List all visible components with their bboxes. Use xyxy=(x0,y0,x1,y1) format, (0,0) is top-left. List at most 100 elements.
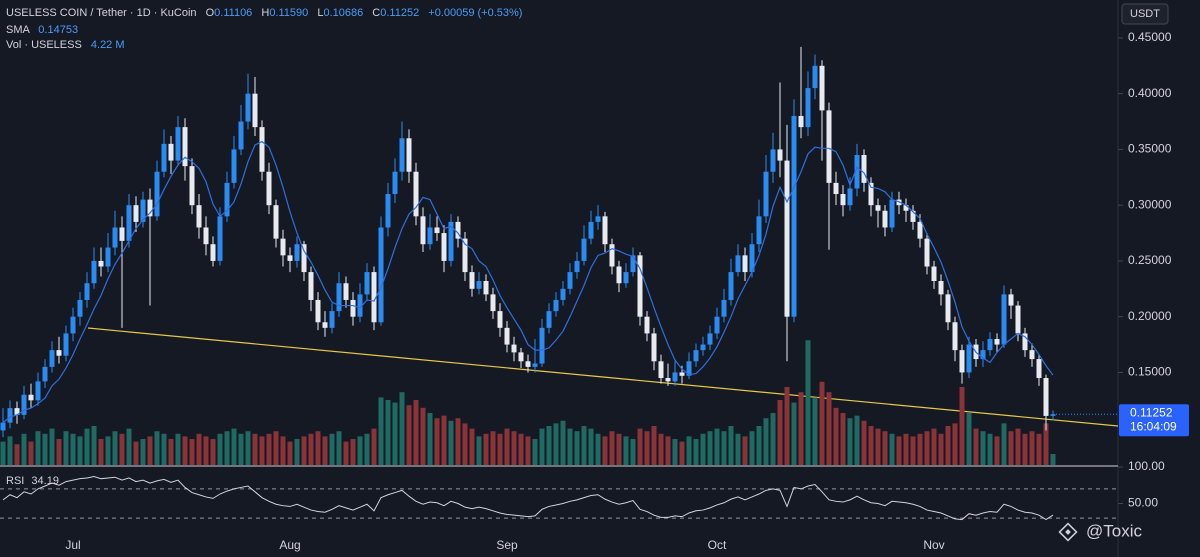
candle-body xyxy=(1050,414,1056,416)
volume-bar xyxy=(392,402,398,465)
volume-bar xyxy=(301,436,307,465)
candle-body xyxy=(1008,294,1014,306)
sma-legend: SMA 0.14753 xyxy=(6,24,78,36)
volume-bar xyxy=(238,433,244,465)
volume-bar xyxy=(168,439,174,465)
candle-body xyxy=(497,311,503,328)
volume-bar xyxy=(434,418,440,465)
candle-body xyxy=(448,221,454,261)
candle-body xyxy=(1043,378,1049,416)
candle-body xyxy=(469,272,475,289)
candle-body xyxy=(105,247,111,267)
candle-body xyxy=(126,205,132,241)
candle-body xyxy=(882,210,888,228)
volume-bar xyxy=(455,418,461,465)
volume-bar xyxy=(994,436,1000,465)
volume-bar xyxy=(616,433,622,465)
volume-bar xyxy=(623,436,629,465)
x-tick-label: Jul xyxy=(65,538,80,552)
candle-body xyxy=(966,344,972,373)
candle-body xyxy=(945,294,951,323)
volume-bar xyxy=(322,436,328,465)
volume-bar xyxy=(749,431,755,465)
volume-bar xyxy=(903,433,909,465)
volume-bar xyxy=(525,436,531,465)
candle-body xyxy=(623,272,629,284)
candle-body xyxy=(98,260,104,267)
rsi-value: 34.19 xyxy=(31,475,59,487)
volume-bar xyxy=(651,426,657,465)
candle-body xyxy=(406,138,412,172)
volume-bar xyxy=(56,439,62,465)
ohlc-letter: C xyxy=(372,7,380,19)
candle-body xyxy=(196,205,202,228)
volume-bar xyxy=(777,400,783,465)
candle-body xyxy=(231,149,237,183)
candle-body xyxy=(266,171,272,206)
volume-bar xyxy=(595,433,601,465)
candle-body xyxy=(504,327,510,345)
candle-body xyxy=(175,127,181,161)
volume-bar xyxy=(980,431,986,465)
volume-bar xyxy=(175,433,181,465)
price-tag-countdown: 16:04:09 xyxy=(1130,419,1177,433)
candle-body xyxy=(875,205,881,211)
volume-bar xyxy=(819,381,825,465)
candle-body xyxy=(511,344,517,353)
candle-body xyxy=(728,272,734,300)
volume-bar xyxy=(742,436,748,465)
ohlc-letter: H xyxy=(261,7,269,19)
candle-body xyxy=(833,182,839,195)
candle-body xyxy=(644,316,650,334)
candle-body xyxy=(532,363,538,367)
candle-body xyxy=(700,344,706,351)
volume-bar xyxy=(504,428,510,465)
ohlc-letter: O xyxy=(206,7,215,19)
header: USELESS COIN / Tether · 1D · KuCoin O0.1… xyxy=(6,7,522,19)
volume-bar xyxy=(287,441,293,465)
candle-body xyxy=(707,333,713,345)
volume-bar xyxy=(154,431,160,465)
volume-bar xyxy=(602,436,608,465)
candle-body xyxy=(294,244,300,261)
candle-body xyxy=(7,408,13,423)
y-tick-label: 0.15000 xyxy=(1128,365,1172,379)
candle-body xyxy=(56,350,62,356)
volume-bar xyxy=(462,423,468,465)
volume-bar xyxy=(0,441,6,465)
volume-bar xyxy=(560,420,566,465)
rsi-tick-label: 50.00 xyxy=(1128,496,1158,510)
volume-bar xyxy=(329,433,335,465)
candle-body xyxy=(140,199,146,222)
volume-bar xyxy=(371,428,377,465)
candle-body xyxy=(133,205,139,222)
candle-body xyxy=(581,238,587,261)
volume-bar xyxy=(574,431,580,465)
quote-box xyxy=(1121,3,1169,25)
candle-body xyxy=(84,283,90,300)
candle-body xyxy=(161,143,167,172)
volume-bar xyxy=(889,433,895,465)
volume-bar xyxy=(42,433,48,465)
candle-body xyxy=(602,216,608,245)
volume-bar xyxy=(938,433,944,465)
volume-bar xyxy=(1029,431,1035,465)
candle-body xyxy=(595,216,601,222)
candle-body xyxy=(805,88,811,128)
candle-body xyxy=(938,281,944,295)
volume-bar xyxy=(665,436,671,465)
volume-bar xyxy=(644,431,650,465)
volume-bar xyxy=(112,431,118,465)
candle-body xyxy=(483,281,489,295)
volume-bar xyxy=(385,400,391,465)
candle-body xyxy=(315,299,321,323)
volume-bar xyxy=(315,431,321,465)
volume-bar xyxy=(63,431,69,465)
candle-body xyxy=(427,227,433,245)
candle-body xyxy=(560,288,566,300)
volume-bar xyxy=(273,431,279,465)
volume-bar xyxy=(364,433,370,465)
volume-bar xyxy=(441,415,447,465)
volume-bar xyxy=(840,413,846,465)
volume-bar xyxy=(224,431,230,465)
